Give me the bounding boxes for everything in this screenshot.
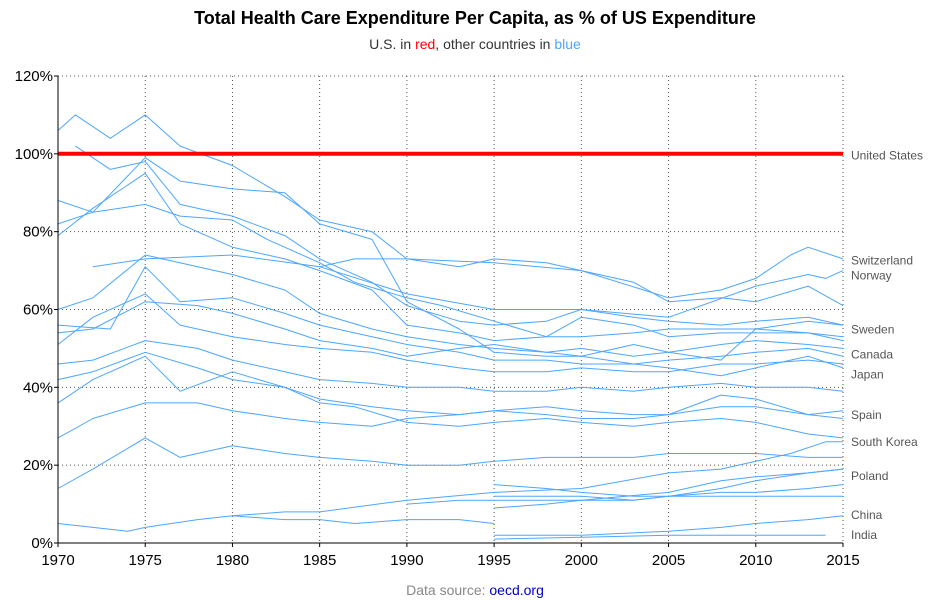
x-tick-label: 2015	[826, 552, 859, 569]
x-tick-label: 1990	[390, 552, 423, 569]
series-line-unlabeled	[75, 145, 844, 326]
x-tick-label: 1975	[129, 552, 162, 569]
x-tick-label: 1980	[216, 552, 249, 569]
country-label-switzerland: Switzerland	[851, 253, 913, 267]
source-prefix: Data source:	[406, 582, 490, 598]
country-label-spain: Spain	[851, 408, 882, 422]
series-line-unlabeled	[57, 293, 844, 373]
series-line-india	[494, 534, 826, 540]
series-line-canada	[57, 203, 844, 338]
series-line-poland	[406, 468, 844, 505]
subtitle-middle: , other countries in	[435, 36, 555, 52]
y-tick-label: 20%	[23, 457, 53, 474]
y-tick-label: 60%	[23, 302, 53, 319]
source-link[interactable]: oecd.org	[489, 582, 544, 598]
series-line-unlabeled	[57, 172, 844, 342]
country-label-japan: Japan	[851, 367, 884, 381]
axes: 1970 1975 1980 1985 1990 1995 2000 2005 2010 2015…	[15, 68, 860, 569]
country-label-sweden: Sweden	[851, 323, 894, 337]
series-line-japan	[57, 301, 844, 377]
country-label-poland: Poland	[851, 469, 888, 483]
series-line-norway	[92, 254, 844, 318]
y-tick-label: 80%	[23, 224, 53, 241]
series-line-unlabeled	[57, 515, 495, 532]
x-tick-label: 1970	[41, 552, 74, 569]
subtitle-red-word: red	[415, 36, 436, 52]
y-tick-label: 40%	[23, 379, 53, 396]
x-tick-label: 2010	[739, 552, 772, 569]
country-label-united-states: United States	[851, 148, 923, 162]
series-line-spain	[57, 394, 844, 439]
x-tick-label: 1995	[477, 552, 510, 569]
series-line-china	[494, 515, 844, 536]
country-label-india: India	[851, 528, 877, 542]
other-countries-series	[57, 114, 844, 540]
x-tick-label: 2000	[565, 552, 598, 569]
country-label-china: China	[851, 508, 883, 522]
subtitle-blue-word: blue	[554, 36, 581, 52]
x-tick-label: 1985	[303, 552, 336, 569]
series-line-unlabeled	[57, 266, 844, 365]
country-label-norway: Norway	[851, 268, 892, 282]
series-line-unlabeled	[57, 437, 843, 489]
y-tick-label: 0%	[31, 535, 53, 552]
chart-subtitle: U.S. in red, other countries in blue	[0, 36, 950, 52]
y-tick-label: 100%	[15, 146, 53, 163]
grid	[57, 75, 844, 544]
series-line-unlabeled	[57, 254, 844, 357]
subtitle-prefix: U.S. in	[369, 36, 416, 52]
y-tick-label: 120%	[15, 68, 53, 85]
series-line-unlabeled	[57, 114, 844, 307]
series-line-unlabeled	[57, 340, 844, 392]
data-source: Data source: oecd.org	[0, 582, 950, 598]
country-label-south-korea: South Korea	[851, 435, 918, 449]
series-line-unlabeled	[57, 351, 844, 416]
series-line-unlabeled	[57, 355, 844, 439]
chart-title: Total Health Care Expenditure Per Capita…	[194, 8, 756, 28]
country-label-canada: Canada	[851, 348, 893, 362]
series-line-unlabeled	[494, 495, 843, 509]
series-line-sweden	[57, 157, 844, 361]
series-line-south-korea	[232, 441, 843, 517]
x-tick-label: 2005	[652, 552, 685, 569]
series-line-switzerland	[319, 246, 844, 299]
